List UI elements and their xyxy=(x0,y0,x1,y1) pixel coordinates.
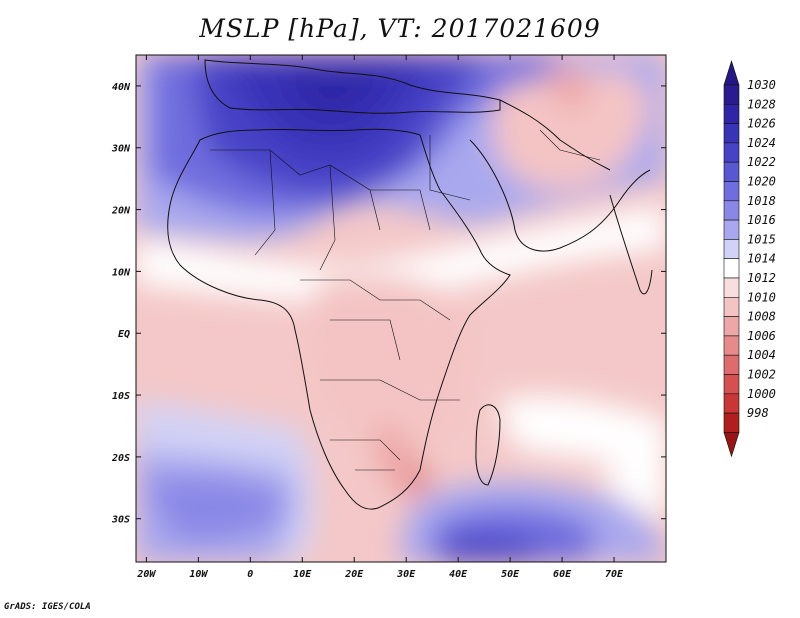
colorbar-swatch xyxy=(723,393,740,414)
colorbar-swatch xyxy=(723,354,740,375)
lon-tick-label: 30E xyxy=(396,569,416,580)
colorbar-label: 1028 xyxy=(747,97,776,111)
colorbar-label: 1004 xyxy=(747,348,776,362)
colorbar-swatch xyxy=(723,335,740,356)
lon-tick-label: 20W xyxy=(136,569,156,580)
colorbar-label: 1030 xyxy=(747,78,776,92)
colorbar-swatch xyxy=(723,84,740,105)
colorbar-label: 1015 xyxy=(747,232,776,246)
colorbar-label: 1016 xyxy=(747,213,776,227)
colorbar-label: 1012 xyxy=(747,271,776,285)
lon-tick-label: 40E xyxy=(449,569,468,580)
footer-credit: GrADS: IGES/COLA xyxy=(4,602,91,612)
lat-tick-label: 40N xyxy=(112,82,131,93)
colorbar-swatch xyxy=(723,161,740,182)
colorbar-swatch xyxy=(723,412,740,433)
colorbar-label: 1022 xyxy=(747,155,776,169)
colorbar-swatch xyxy=(723,142,740,163)
colorbar-swatch xyxy=(723,200,740,221)
pressure-field xyxy=(136,55,666,562)
colorbar-bottom-arrow xyxy=(723,432,740,458)
lat-tick-label: 10N xyxy=(112,267,131,278)
colorbar-swatch xyxy=(723,123,740,144)
colorbar-label: 1000 xyxy=(747,387,776,401)
country-borders xyxy=(210,129,601,471)
colorbar: 1030 1028 1026 1024 1022 1020 1018 1016 1015 1014… xyxy=(723,59,776,458)
colorbar-swatch xyxy=(723,277,740,298)
colorbar-label: 998 xyxy=(747,406,769,420)
lon-tick-label: 10E xyxy=(293,569,312,580)
lon-tick-label: 0 xyxy=(247,569,253,580)
colorbar-label: 1014 xyxy=(747,252,776,266)
latitude-axis: 40N 30N 20N 10N EQ 10S 20S 30S xyxy=(111,82,666,526)
lat-tick-label: 10S xyxy=(112,391,130,402)
colorbar-swatch xyxy=(723,374,740,395)
colorbar-label: 1020 xyxy=(747,175,776,189)
lon-tick-label: 10W xyxy=(189,569,208,580)
lon-tick-label: 70E xyxy=(605,569,624,580)
colorbar-label: 1024 xyxy=(747,136,776,150)
longitude-axis: 20W 10W 0 10E 20E 30E 40E 50E 60E 70E xyxy=(136,55,624,580)
colorbar-swatch xyxy=(723,296,740,317)
colorbar-swatch xyxy=(723,219,740,240)
colorbar-label: 1006 xyxy=(747,329,776,343)
lat-tick-label: EQ xyxy=(118,329,130,340)
colorbar-swatch xyxy=(723,316,740,337)
colorbar-label: 1010 xyxy=(747,290,776,304)
colorbar-label: 1002 xyxy=(747,368,776,382)
lat-tick-label: 30S xyxy=(111,515,130,526)
colorbar-label: 1018 xyxy=(747,194,776,208)
colorbar-swatch xyxy=(723,239,740,259)
colorbar-swatch xyxy=(723,104,740,124)
coastlines xyxy=(167,59,653,510)
colorbar-top-arrow xyxy=(723,59,740,86)
lat-tick-label: 20N xyxy=(111,206,131,217)
lon-tick-label: 50E xyxy=(501,569,520,580)
colorbar-label: 1008 xyxy=(747,310,776,324)
plot-frame xyxy=(135,54,667,563)
map-title: MSLP [hPa], VT: 2017021609 xyxy=(199,14,601,43)
lon-tick-label: 60E xyxy=(553,569,572,580)
colorbar-swatch xyxy=(723,258,740,279)
colorbar-label: 1026 xyxy=(747,117,776,131)
colorbar-swatch xyxy=(723,181,740,202)
lat-tick-label: 20S xyxy=(111,453,130,464)
lat-tick-label: 30N xyxy=(111,144,131,155)
lon-tick-label: 20E xyxy=(344,569,364,580)
